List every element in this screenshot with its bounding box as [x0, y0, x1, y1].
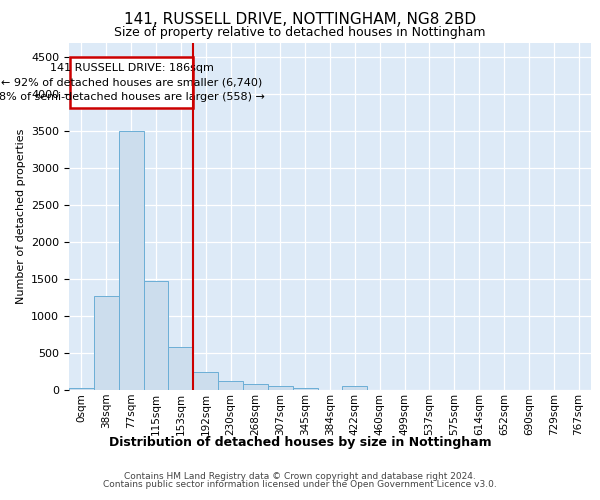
FancyBboxPatch shape [70, 58, 193, 108]
Bar [293, 388, 317, 390]
Bar [243, 384, 268, 390]
Text: Contains public sector information licensed under the Open Government Licence v3: Contains public sector information licen… [103, 480, 497, 489]
Bar [119, 131, 143, 390]
Text: Contains HM Land Registry data © Crown copyright and database right 2024.: Contains HM Land Registry data © Crown c… [124, 472, 476, 481]
Bar [94, 296, 119, 390]
Text: Size of property relative to detached houses in Nottingham: Size of property relative to detached ho… [114, 26, 486, 39]
Bar [268, 386, 293, 390]
Bar [69, 388, 94, 390]
Bar [218, 381, 243, 390]
Y-axis label: Number of detached properties: Number of detached properties [16, 128, 26, 304]
Bar [343, 386, 367, 390]
Text: ← 92% of detached houses are smaller (6,740): ← 92% of detached houses are smaller (6,… [1, 78, 262, 88]
Text: Distribution of detached houses by size in Nottingham: Distribution of detached houses by size … [109, 436, 491, 449]
Bar [143, 280, 169, 390]
Bar [193, 372, 218, 390]
Bar [169, 347, 193, 390]
Text: 141, RUSSELL DRIVE, NOTTINGHAM, NG8 2BD: 141, RUSSELL DRIVE, NOTTINGHAM, NG8 2BD [124, 12, 476, 28]
Text: 141 RUSSELL DRIVE: 186sqm: 141 RUSSELL DRIVE: 186sqm [50, 63, 214, 73]
Text: 8% of semi-detached houses are larger (558) →: 8% of semi-detached houses are larger (5… [0, 92, 265, 102]
